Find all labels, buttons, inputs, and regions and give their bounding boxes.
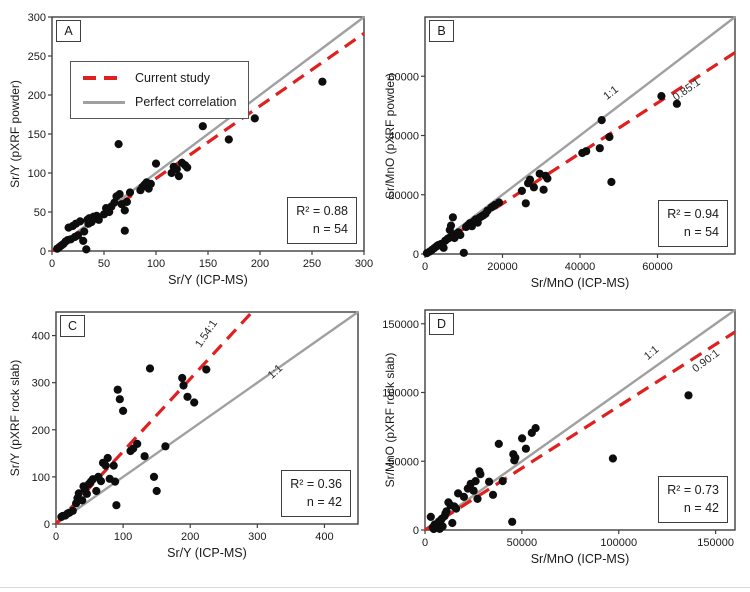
figure-bottom-divider	[0, 587, 750, 588]
r-squared-value: R² = 0.88	[296, 203, 348, 218]
svg-text:50000: 50000	[507, 537, 538, 549]
svg-text:40000: 40000	[565, 261, 596, 273]
svg-text:0: 0	[49, 258, 55, 270]
svg-text:300: 300	[28, 12, 46, 24]
stats-box-c: R² = 0.36 n = 42	[281, 469, 351, 517]
svg-text:100000: 100000	[600, 537, 637, 549]
legend-label: Current study	[135, 71, 211, 85]
y-axis-label-c: Sr/Y (pXRF rock slab)	[8, 359, 22, 477]
svg-text:0: 0	[44, 519, 50, 531]
panel-letter-b: B	[429, 20, 454, 42]
legend-item-perfect-correlation: Perfect correlation	[83, 95, 236, 109]
r-squared-value: R² = 0.73	[667, 482, 719, 497]
y-axis-label-a: Sr/Y (pXRF powder)	[8, 80, 22, 188]
scatter-plot-a: 0 50 100 150 200 250 300 0 50 100 150 200 250 300	[28, 12, 374, 270]
svg-text:200: 200	[181, 531, 199, 543]
svg-text:300: 300	[32, 378, 50, 390]
sample-count: n = 42	[306, 495, 342, 510]
panel-a: 0 50 100 150 200 250 300 0 50 100 150 200 250 300 Sr/…	[0, 0, 375, 296]
svg-text:200: 200	[251, 258, 269, 270]
svg-text:40000: 40000	[388, 131, 419, 143]
svg-text:0: 0	[413, 525, 419, 537]
svg-text:100: 100	[32, 472, 50, 484]
svg-text:50: 50	[34, 207, 46, 219]
panel-b: 0 20000 40000 60000 0 20000 40000 60000 1:1 0.85:…	[375, 0, 750, 296]
sample-count: n = 42	[683, 501, 719, 516]
svg-text:150000: 150000	[382, 319, 419, 331]
gray-solid-line-swatch-icon	[83, 100, 125, 104]
svg-text:50000: 50000	[388, 456, 419, 468]
svg-text:300: 300	[355, 258, 373, 270]
svg-text:150: 150	[28, 129, 46, 141]
svg-text:100: 100	[114, 531, 132, 543]
stats-box-a: R² = 0.88 n = 54	[287, 196, 357, 244]
panel-letter-a: A	[56, 20, 81, 42]
stats-box-b: R² = 0.94 n = 54	[658, 199, 728, 247]
svg-text:400: 400	[32, 331, 50, 343]
y-axis-label-d: Sr/MnO (pXRF rock slab)	[383, 352, 397, 488]
svg-text:200: 200	[32, 425, 50, 437]
svg-text:100: 100	[28, 168, 46, 180]
svg-text:20000: 20000	[487, 261, 518, 273]
svg-text:60000: 60000	[642, 261, 673, 273]
svg-text:200: 200	[28, 90, 46, 102]
svg-text:250: 250	[303, 258, 321, 270]
sample-count: n = 54	[683, 225, 719, 240]
svg-text:250: 250	[28, 51, 46, 63]
r-squared-value: R² = 0.94	[667, 206, 719, 221]
panel-letter-c: C	[60, 315, 85, 337]
svg-text:150000: 150000	[697, 537, 734, 549]
r-squared-value: R² = 0.36	[290, 476, 342, 491]
x-axis-label-b: Sr/MnO (ICP-MS)	[530, 276, 630, 290]
svg-text:60000: 60000	[388, 71, 419, 83]
svg-text:150: 150	[199, 258, 217, 270]
svg-text:0: 0	[413, 249, 419, 261]
svg-text:0: 0	[53, 531, 59, 543]
svg-text:300: 300	[248, 531, 266, 543]
red-dashed-line-swatch-icon	[83, 76, 125, 80]
stats-box-d: R² = 0.73 n = 42	[658, 475, 728, 523]
svg-text:0: 0	[40, 246, 46, 258]
svg-text:20000: 20000	[388, 190, 419, 202]
x-axis-label-c: Sr/Y (ICP-MS)	[167, 546, 247, 560]
x-axis-label-a: Sr/Y (ICP-MS)	[168, 273, 248, 287]
svg-text:0: 0	[422, 261, 428, 273]
svg-text:400: 400	[315, 531, 333, 543]
svg-text:50: 50	[98, 258, 110, 270]
svg-text:0: 0	[422, 537, 428, 549]
legend-item-current-study: Current study	[83, 71, 236, 85]
panel-letter-d: D	[429, 313, 454, 335]
legend-label: Perfect correlation	[135, 95, 237, 109]
legend: Current study Perfect correlation	[70, 61, 250, 119]
y-axis-label-b: Sr/MnO (pXRF powder)	[383, 72, 397, 199]
panel-d: 0 50000 100000 150000 0 50000 100000 150000 1:1 0…	[375, 296, 750, 592]
svg-text:100: 100	[147, 258, 165, 270]
svg-text:100000: 100000	[382, 388, 419, 400]
sample-count: n = 54	[312, 222, 348, 237]
panel-c: 0 100 200 300 400 0 100 200 300 400 1.54:1 1:1 Sr/Y…	[0, 296, 375, 592]
x-axis-label-d: Sr/MnO (ICP-MS)	[530, 552, 630, 566]
